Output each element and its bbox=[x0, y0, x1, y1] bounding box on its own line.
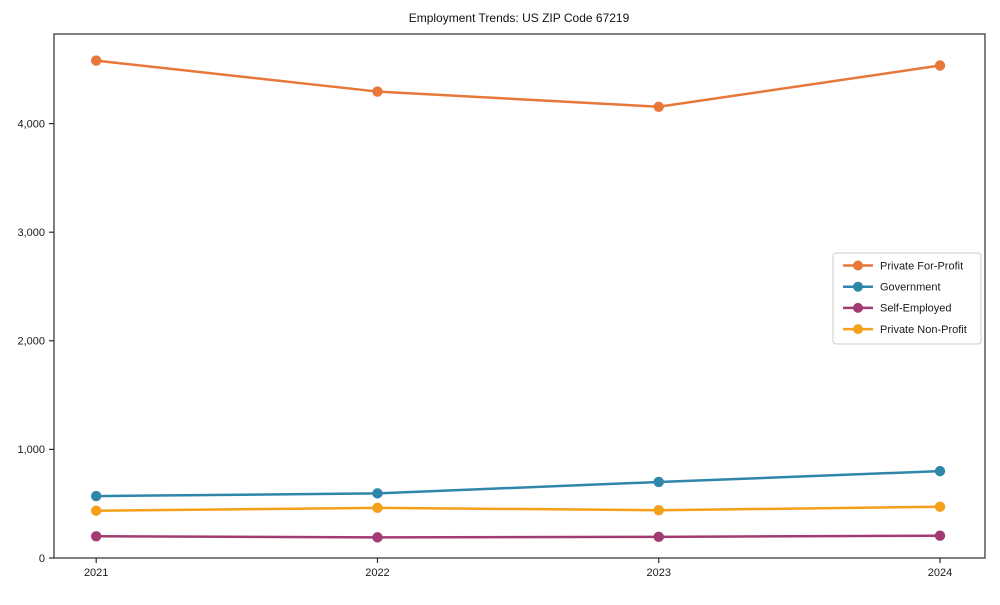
data-point bbox=[372, 502, 383, 514]
chart-title: Employment Trends: US ZIP Code 67219 bbox=[409, 11, 630, 25]
data-point bbox=[653, 101, 664, 112]
y-tick-label: 2,000 bbox=[17, 336, 45, 348]
data-point bbox=[934, 60, 946, 71]
plot-border bbox=[53, 33, 986, 559]
legend-label: Private For-Profit bbox=[880, 260, 963, 272]
data-point bbox=[90, 490, 102, 502]
plot-area: 0 1,000 2,000 3,000 4,000 2021 2022 2023 2024 Pri… bbox=[17, 33, 986, 579]
x-tick-label: 2024 bbox=[928, 567, 952, 579]
data-point bbox=[372, 86, 383, 97]
legend-marker bbox=[853, 260, 863, 271]
legend-box bbox=[832, 252, 982, 345]
x-tick-label: 2021 bbox=[84, 567, 108, 579]
legend-label: Private Non-Profit bbox=[880, 324, 967, 336]
data-point bbox=[934, 501, 946, 512]
series-line-0 bbox=[96, 59, 941, 109]
data-point bbox=[934, 465, 946, 477]
y-tick-label: 4,000 bbox=[17, 118, 45, 130]
x-tick-label: 2022 bbox=[365, 567, 389, 579]
data-point bbox=[653, 505, 664, 516]
series-line-3 bbox=[96, 505, 941, 513]
legend-label: Government bbox=[880, 282, 941, 294]
y-tick-label: 0 bbox=[39, 553, 45, 565]
legend-marker bbox=[853, 302, 863, 313]
data-point bbox=[90, 505, 102, 516]
data-point bbox=[90, 531, 102, 542]
data-point bbox=[653, 531, 664, 543]
legend-marker bbox=[853, 281, 863, 292]
data-point bbox=[934, 530, 946, 541]
legend-label: Self-Employed bbox=[880, 303, 952, 315]
series-line-1 bbox=[96, 469, 941, 498]
data-point bbox=[653, 476, 664, 488]
y-tick-label: 3,000 bbox=[17, 227, 45, 239]
data-point bbox=[372, 488, 383, 499]
x-tick-label: 2023 bbox=[646, 567, 670, 579]
y-tick-label: 1,000 bbox=[17, 444, 45, 456]
data-point bbox=[90, 55, 102, 66]
legend-marker bbox=[853, 324, 863, 335]
data-point bbox=[372, 532, 383, 543]
series-line-2 bbox=[96, 534, 941, 539]
